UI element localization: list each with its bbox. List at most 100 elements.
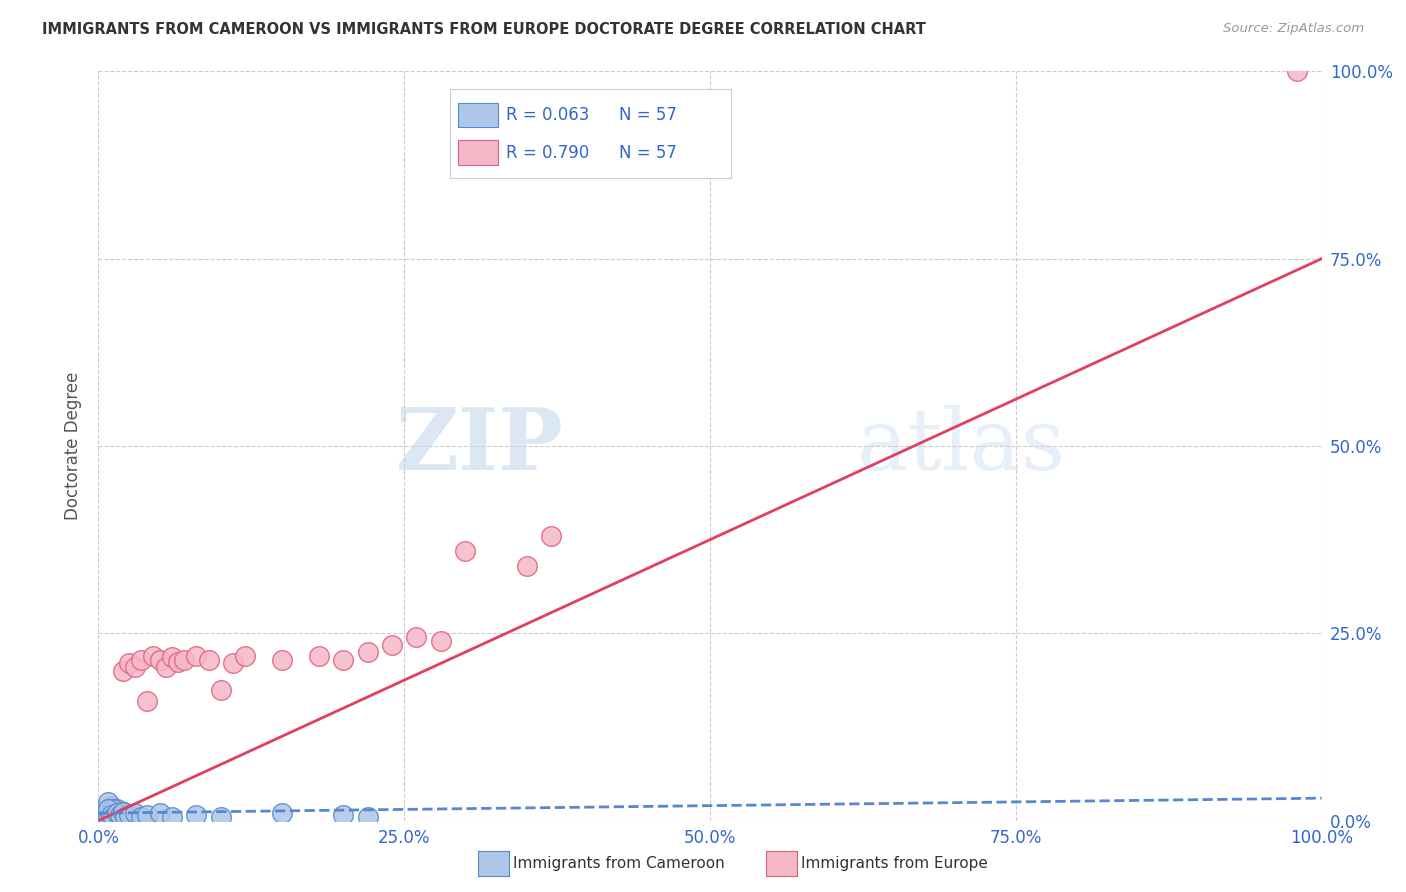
Point: [101, 810, 124, 824]
Point: [105, 806, 128, 821]
Point: [97, 802, 120, 816]
Point: [209, 810, 232, 824]
Point: [100, 798, 122, 813]
Text: R = 0.063: R = 0.063: [506, 106, 589, 124]
Point: [100, 806, 122, 821]
Point: [101, 810, 124, 824]
Point: [105, 802, 128, 816]
Point: [101, 806, 124, 821]
Point: [222, 657, 245, 671]
Point: [381, 638, 404, 652]
Text: atlas: atlas: [856, 404, 1066, 488]
Point: [97, 810, 120, 824]
Text: Immigrants from Cameroon: Immigrants from Cameroon: [513, 856, 725, 871]
Point: [356, 645, 378, 659]
Point: [100, 802, 122, 816]
Point: [93, 807, 115, 822]
Point: [114, 807, 136, 822]
Point: [105, 807, 128, 822]
Point: [105, 807, 128, 822]
Point: [118, 810, 141, 824]
Text: N = 57: N = 57: [619, 106, 676, 124]
Point: [101, 807, 124, 822]
Point: [110, 805, 132, 819]
Point: [93, 810, 115, 824]
Point: [105, 807, 128, 822]
Point: [97, 795, 120, 809]
Point: [105, 805, 128, 819]
Point: [110, 805, 132, 819]
Point: [105, 807, 128, 822]
Point: [100, 806, 122, 821]
Point: [454, 544, 477, 558]
Point: [101, 810, 124, 824]
Point: [124, 806, 146, 821]
Point: [430, 633, 453, 648]
Point: [111, 810, 134, 824]
Point: [101, 807, 124, 822]
Point: [100, 807, 122, 822]
Point: [110, 810, 132, 824]
Point: [111, 805, 134, 819]
Point: [167, 655, 190, 669]
Point: [160, 650, 183, 665]
Point: [111, 810, 134, 824]
Point: [97, 806, 120, 821]
Point: [124, 660, 146, 674]
Point: [186, 807, 208, 822]
Point: [100, 802, 122, 816]
Point: [101, 810, 124, 824]
Point: [233, 648, 256, 663]
Point: [105, 810, 128, 824]
Point: [111, 664, 134, 678]
Point: [111, 810, 134, 824]
Point: [118, 807, 141, 822]
Point: [100, 806, 122, 821]
Point: [111, 810, 134, 824]
Point: [110, 806, 132, 821]
Point: [97, 807, 120, 822]
Point: [540, 529, 562, 543]
Point: [105, 806, 128, 821]
Point: [118, 810, 141, 824]
Point: [160, 810, 183, 824]
Point: [110, 810, 132, 824]
Point: [1286, 64, 1309, 78]
Point: [100, 802, 122, 816]
Point: [155, 660, 177, 674]
Point: [142, 648, 165, 663]
Point: [100, 810, 122, 824]
Point: [129, 810, 152, 824]
Point: [97, 805, 120, 819]
Point: [136, 694, 159, 708]
Point: [308, 648, 330, 663]
Point: [111, 806, 134, 821]
Text: Source: ZipAtlas.com: Source: ZipAtlas.com: [1223, 22, 1364, 36]
Point: [101, 802, 124, 816]
Point: [173, 652, 195, 666]
Point: [101, 810, 124, 824]
Point: [356, 810, 378, 824]
Point: [118, 657, 141, 671]
Point: [110, 807, 132, 822]
Point: [270, 652, 294, 666]
Point: [332, 807, 354, 822]
Point: [97, 802, 120, 816]
Point: [93, 810, 115, 824]
Point: [149, 806, 172, 821]
Text: R = 0.790: R = 0.790: [506, 144, 589, 161]
Point: [114, 807, 136, 822]
Point: [97, 805, 120, 819]
Point: [136, 807, 159, 822]
Bar: [458, 103, 498, 127]
Point: [114, 810, 136, 824]
Point: [97, 806, 120, 821]
Point: [515, 558, 537, 573]
Y-axis label: Doctorate Degree: Doctorate Degree: [65, 372, 83, 520]
Text: Immigrants from Europe: Immigrants from Europe: [801, 856, 988, 871]
Point: [186, 648, 208, 663]
Point: [105, 807, 128, 822]
Point: [111, 805, 134, 819]
Point: [97, 807, 120, 822]
Point: [270, 806, 294, 821]
